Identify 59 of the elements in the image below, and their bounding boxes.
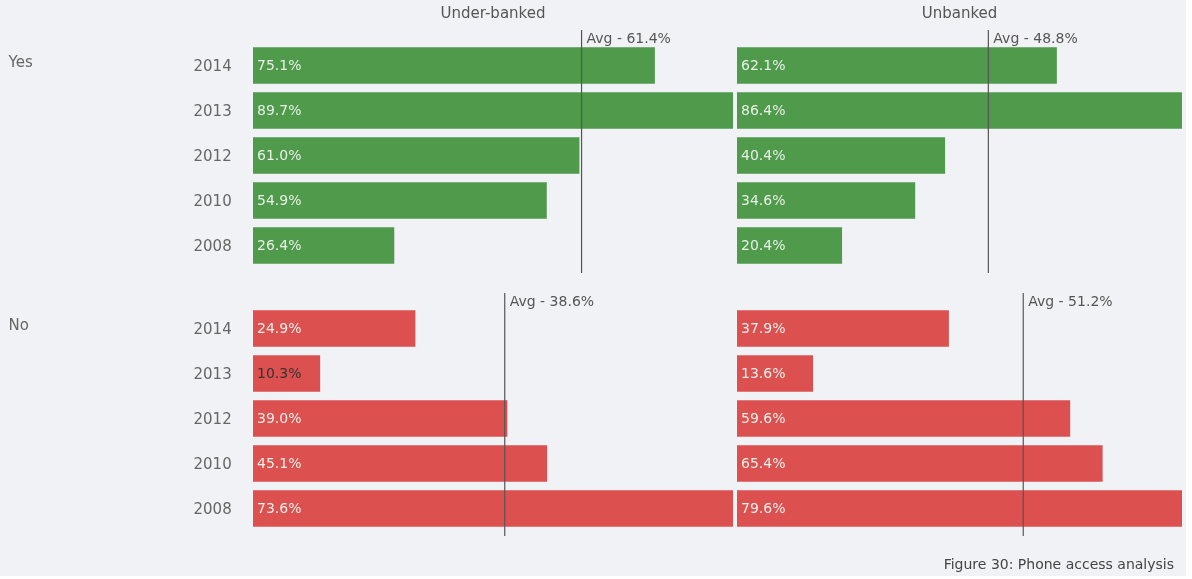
- data-label: 45.1%: [257, 454, 302, 471]
- bar: [737, 445, 1103, 482]
- bar: [737, 490, 1182, 527]
- y-tick-label: 2012: [193, 147, 232, 165]
- ref-line-label: Avg - 51.2%: [1028, 293, 1113, 309]
- data-label: 13.6%: [741, 364, 786, 381]
- data-label: 54.9%: [257, 191, 302, 208]
- data-label: 89.7%: [257, 101, 302, 118]
- y-axis-title: No: [8, 316, 29, 334]
- bar: [253, 310, 416, 347]
- bar: [253, 445, 548, 482]
- bar: [737, 92, 1182, 129]
- data-label: 39.0%: [257, 409, 302, 426]
- bar: [737, 182, 916, 219]
- data-label: 86.4%: [741, 101, 786, 118]
- data-label: 65.4%: [741, 454, 786, 471]
- ref-line-label: Avg - 48.8%: [993, 30, 1078, 46]
- data-label: 79.6%: [741, 499, 786, 516]
- y-tick-label: 2012: [193, 410, 232, 428]
- bar: [253, 355, 321, 392]
- data-label: 34.6%: [741, 191, 786, 208]
- y-axis-title: Yes: [7, 53, 33, 71]
- y-tick-label: 2014: [193, 57, 232, 75]
- bar: [737, 137, 946, 174]
- y-tick-label: 2010: [193, 455, 232, 473]
- y-tick-label: 2008: [193, 500, 232, 518]
- data-label: 62.1%: [741, 56, 786, 73]
- bar: [253, 137, 580, 174]
- data-label: 75.1%: [257, 56, 302, 73]
- data-label: 73.6%: [257, 499, 302, 516]
- chart-title: Under-banked: [440, 4, 546, 23]
- bar: [253, 227, 395, 264]
- y-tick-label: 2013: [193, 102, 232, 120]
- bar: [253, 490, 733, 527]
- data-label: 40.4%: [741, 146, 786, 163]
- data-label: 20.4%: [741, 236, 786, 253]
- bar: [737, 400, 1071, 437]
- data-label: 26.4%: [257, 236, 302, 253]
- bar: [737, 47, 1057, 84]
- y-tick-label: 2008: [193, 237, 232, 255]
- data-label: 10.3%: [257, 364, 302, 381]
- ref-line-label: Avg - 38.6%: [509, 293, 595, 309]
- bar: [737, 310, 949, 347]
- chart-title: Unbanked: [921, 4, 998, 23]
- ref-line-label: Avg - 61.4%: [586, 30, 671, 46]
- bar: [253, 92, 733, 129]
- data-label: 37.9%: [741, 319, 786, 336]
- data-label: 24.9%: [257, 319, 302, 336]
- bar: [737, 355, 814, 392]
- y-tick-label: 2010: [193, 192, 232, 210]
- bar: [737, 227, 843, 264]
- y-tick-label: 2013: [193, 365, 232, 383]
- bar: [253, 400, 508, 437]
- bar: [253, 182, 547, 219]
- caption: Figure 30: Phone access analysis: [943, 556, 1174, 572]
- data-label: 59.6%: [741, 409, 786, 426]
- y-tick-label: 2014: [193, 320, 232, 338]
- data-label: 61.0%: [257, 146, 302, 163]
- bar: [253, 47, 655, 84]
